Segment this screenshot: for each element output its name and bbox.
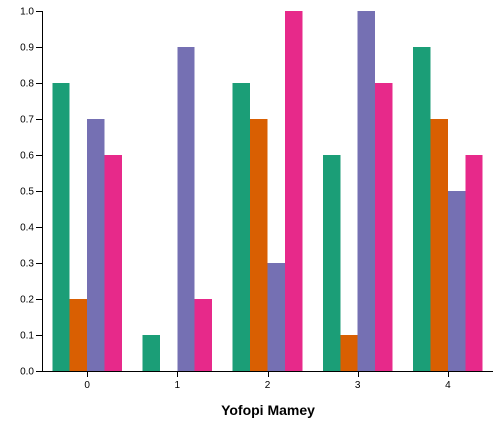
bar-series2-cat0	[87, 119, 105, 371]
bar-series3-cat0	[104, 155, 122, 371]
bar-series1-cat0	[69, 299, 88, 371]
y-tick-label: 0.1	[20, 331, 34, 342]
x-tick-label: 3	[355, 380, 361, 391]
x-tick-label: 4	[445, 380, 451, 391]
bar-series3-cat1	[194, 299, 213, 371]
x-tick-label: 2	[265, 380, 271, 391]
y-axis: 0.0 0.1 0.2 0.3 0.4 0.5 0.6 0.7 0.8 0.9 1.0	[20, 7, 43, 378]
bar-series2-cat3	[357, 11, 376, 371]
y-tick-label: 0.2	[20, 295, 34, 306]
y-tick-label: 0.5	[20, 187, 34, 198]
y-tick-label: 0.6	[20, 151, 34, 162]
bar-series1-cat3	[340, 335, 358, 371]
y-tick-label: 1.0	[20, 7, 34, 18]
x-axis: 0 1 2 3 4	[42, 371, 493, 391]
bar-series2-cat2	[267, 263, 285, 371]
bar-series0-cat2	[232, 83, 251, 371]
bar-series0-cat0	[52, 83, 70, 371]
y-tick-label: 0.9	[20, 43, 34, 54]
x-tick-label: 1	[175, 380, 181, 391]
bar-series0-cat1	[142, 335, 160, 371]
bar-series0-cat4	[413, 47, 431, 371]
x-tick-label: 0	[84, 380, 90, 391]
bar-series1-cat4	[430, 119, 448, 371]
bar-series3-cat2	[284, 11, 303, 371]
bar-series3-cat4	[465, 155, 483, 371]
y-tick-label: 0.0	[20, 367, 34, 378]
y-tick-label: 0.4	[20, 223, 34, 234]
bar-series3-cat3	[375, 83, 393, 371]
y-tick-label: 0.3	[20, 259, 34, 270]
bar-series2-cat1	[177, 47, 195, 371]
y-tick-label: 0.7	[20, 115, 34, 126]
bars-layer	[52, 11, 483, 371]
bar-series2-cat4	[447, 191, 466, 371]
bar-series0-cat3	[322, 155, 341, 371]
x-axis-title: Yofopi Mamey	[221, 402, 315, 418]
y-tick-label: 0.8	[20, 79, 34, 90]
bar-series1-cat2	[250, 119, 268, 371]
